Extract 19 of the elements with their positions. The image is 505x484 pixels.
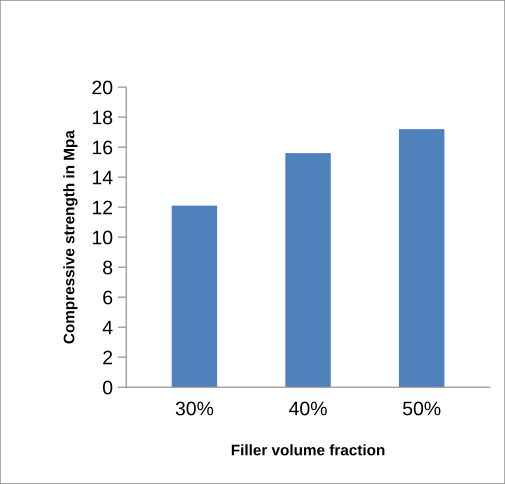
x-tick-label: 40% bbox=[289, 402, 327, 416]
y-tick-label: 16 bbox=[92, 140, 112, 154]
y-tick-label: 8 bbox=[103, 260, 112, 274]
y-axis-title: Compressive strength in Mpa bbox=[63, 130, 78, 344]
bar bbox=[172, 206, 218, 388]
y-tick-label: 2 bbox=[103, 350, 112, 364]
y-tick-label: 0 bbox=[103, 380, 112, 394]
bar bbox=[285, 153, 331, 388]
y-tick-label: 6 bbox=[103, 290, 112, 304]
x-tick-label: 30% bbox=[176, 402, 214, 416]
y-tick-label: 12 bbox=[92, 200, 112, 214]
bar bbox=[398, 129, 444, 388]
y-tick-label: 20 bbox=[92, 80, 112, 94]
y-tick-label: 4 bbox=[102, 320, 112, 334]
y-tick-label: 10 bbox=[92, 230, 112, 244]
x-axis-title: Filler volume fraction bbox=[232, 444, 384, 456]
y-tick-label: 18 bbox=[92, 110, 112, 124]
y-tick-label: 14 bbox=[92, 170, 112, 184]
x-tick-label: 50% bbox=[402, 402, 440, 416]
